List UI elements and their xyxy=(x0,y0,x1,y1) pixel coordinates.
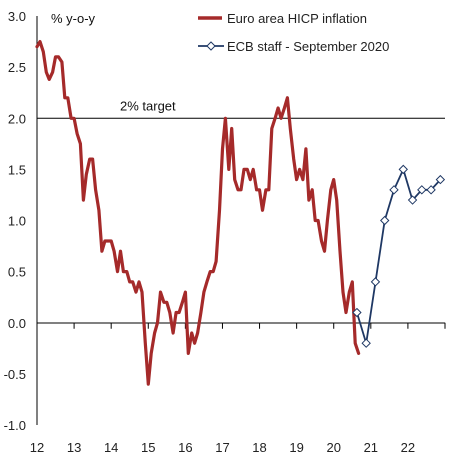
legend-label-hicp: Euro area HICP inflation xyxy=(227,11,367,26)
y-tick-label: 1.5 xyxy=(8,162,26,177)
y-tick-label: 2.0 xyxy=(8,111,26,126)
y-tick-label: -0.5 xyxy=(4,367,26,382)
x-ticks xyxy=(36,322,446,329)
x-tick-label: 20 xyxy=(326,440,340,455)
ecb-projection-point xyxy=(398,164,408,175)
x-tick-label: 19 xyxy=(289,440,303,455)
legend-label-ecb: ECB staff - September 2020 xyxy=(227,39,389,54)
x-tick-label: 15 xyxy=(141,440,155,455)
y-tick-label: 3.0 xyxy=(8,9,26,24)
ecb-projection-point xyxy=(389,185,399,195)
y-tick-label: -1.0 xyxy=(4,418,26,433)
target-label: 2% target xyxy=(120,98,176,113)
ecb-projection-point xyxy=(426,185,436,195)
ecb-projection-point xyxy=(380,215,390,226)
y-tick-label: 0.5 xyxy=(8,265,26,280)
y-tick-label: 0.0 xyxy=(8,316,26,331)
y-tick-labels: 3.0 2.5 2.0 1.5 1.0 0.5 0.0 -0.5 -1.0 xyxy=(4,9,26,433)
ecb-projection-point xyxy=(370,277,381,287)
y-tick-label: 2.5 xyxy=(8,60,26,75)
x-tick-label: 17 xyxy=(215,440,229,455)
x-tick-label: 14 xyxy=(104,440,118,455)
x-tick-label: 22 xyxy=(401,440,415,455)
y-axis-label: % y-o-y xyxy=(51,11,96,26)
x-tick-label: 18 xyxy=(252,440,266,455)
x-tick-label: 21 xyxy=(364,440,378,455)
x-tick-labels: 12 13 14 15 16 17 18 19 20 21 22 xyxy=(30,440,415,455)
ecb-projection-line xyxy=(355,168,442,345)
x-tick-label: 12 xyxy=(30,440,44,455)
x-tick-label: 16 xyxy=(178,440,192,455)
legend: Euro area HICP inflation ECB staff - Sep… xyxy=(198,11,389,54)
series-layer xyxy=(35,39,446,386)
hicp-inflation-line xyxy=(35,39,361,386)
ecb-projection-point xyxy=(435,174,446,185)
ecb-projection-point xyxy=(417,185,427,195)
y-tick-label: 1.0 xyxy=(8,214,26,229)
x-tick-label: 13 xyxy=(67,440,81,455)
ecb-projection-point xyxy=(352,307,362,318)
ecb-projection-point xyxy=(361,338,371,348)
legend-marker-ecb xyxy=(206,41,216,51)
ecb-projection-point xyxy=(407,195,418,205)
